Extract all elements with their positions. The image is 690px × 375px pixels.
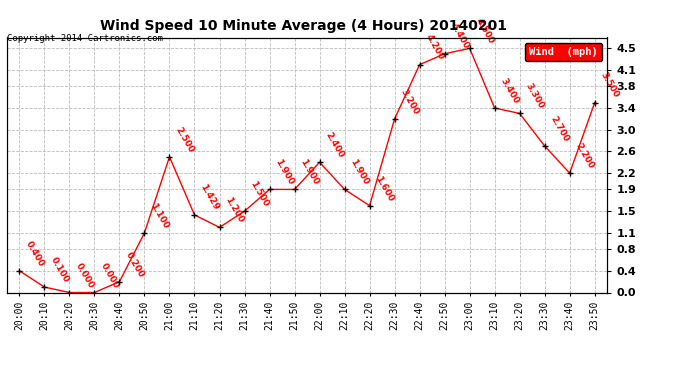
Text: 2.700: 2.700	[549, 114, 571, 143]
Text: 0.000: 0.000	[74, 261, 95, 290]
Text: 0.100: 0.100	[48, 255, 70, 284]
Text: 1.600: 1.600	[374, 174, 395, 203]
Text: 3.500: 3.500	[599, 71, 621, 100]
Text: Copyright 2014 Cartronics.com: Copyright 2014 Cartronics.com	[7, 34, 163, 43]
Text: 4.400: 4.400	[448, 22, 471, 51]
Text: 1.900: 1.900	[274, 158, 295, 187]
Text: 1.500: 1.500	[248, 180, 270, 209]
Text: 1.100: 1.100	[148, 201, 170, 230]
Text: Wind Speed 10 Minute Average (4 Hours) 20140201: Wind Speed 10 Minute Average (4 Hours) 2…	[100, 19, 507, 33]
Text: 0.400: 0.400	[23, 239, 46, 268]
Text: 1.429: 1.429	[199, 183, 221, 212]
Text: 0.000: 0.000	[99, 261, 120, 290]
Text: 0.200: 0.200	[124, 250, 146, 279]
Text: 4.200: 4.200	[424, 33, 446, 62]
Text: 3.400: 3.400	[499, 76, 521, 105]
Text: 3.200: 3.200	[399, 87, 421, 116]
Text: 1.900: 1.900	[299, 158, 321, 187]
Text: 2.400: 2.400	[324, 130, 346, 159]
Text: 4.500: 4.500	[474, 16, 495, 46]
Text: 3.300: 3.300	[524, 82, 546, 111]
Text: 1.200: 1.200	[224, 196, 246, 225]
Legend: Wind  (mph): Wind (mph)	[525, 43, 602, 61]
Text: 2.500: 2.500	[174, 125, 195, 154]
Text: 1.900: 1.900	[348, 158, 371, 187]
Text: 2.200: 2.200	[574, 141, 595, 170]
